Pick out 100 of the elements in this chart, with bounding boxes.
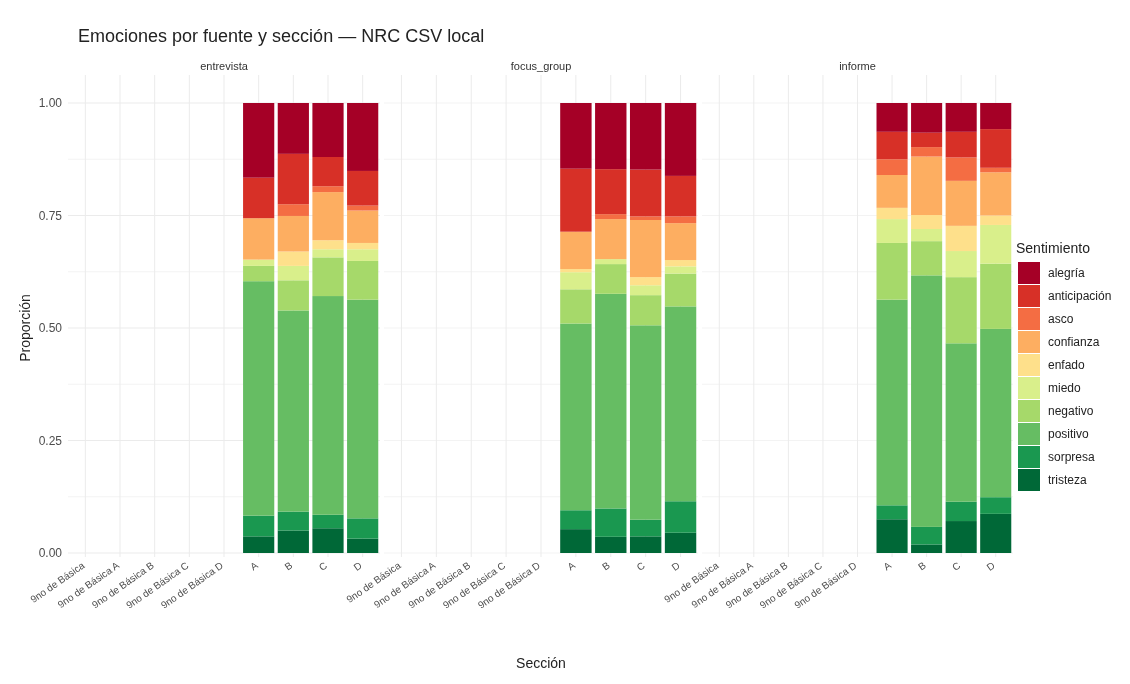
y-tick-label: 1.00 bbox=[38, 96, 63, 111]
bar bbox=[980, 129, 1012, 168]
bar bbox=[560, 231, 592, 270]
bar bbox=[595, 259, 627, 265]
bar bbox=[664, 175, 697, 217]
bar bbox=[277, 215, 309, 252]
bar bbox=[277, 530, 309, 553]
bar bbox=[347, 242, 379, 250]
bar bbox=[980, 328, 1012, 498]
bar bbox=[347, 260, 379, 300]
bar bbox=[595, 293, 627, 509]
bar bbox=[664, 223, 697, 261]
x-tick-label: C bbox=[316, 559, 330, 573]
bar bbox=[876, 505, 908, 520]
x-tick-label: D bbox=[984, 559, 997, 573]
x-tick-label: A bbox=[565, 559, 578, 573]
bar bbox=[347, 210, 379, 243]
x-tick-label: A bbox=[248, 559, 261, 573]
bar bbox=[595, 264, 627, 294]
bar bbox=[312, 103, 344, 157]
legend-title: Sentimiento bbox=[1016, 240, 1091, 256]
bar bbox=[664, 273, 697, 307]
chart-title: Emociones por fuente y sección — NRC CSV local bbox=[78, 26, 485, 46]
bar bbox=[595, 103, 627, 170]
legend-label: asco bbox=[1048, 312, 1074, 327]
bar bbox=[347, 299, 379, 519]
bar bbox=[629, 216, 662, 220]
legend-label: negativo bbox=[1048, 404, 1094, 419]
bar bbox=[911, 103, 943, 133]
bar bbox=[312, 528, 344, 553]
bar bbox=[347, 205, 379, 211]
bar bbox=[664, 103, 697, 176]
x-axis-title: Sección bbox=[516, 655, 566, 671]
bar bbox=[911, 132, 943, 148]
x-tick-label: B bbox=[282, 559, 295, 573]
bar bbox=[945, 157, 977, 181]
x-tick-label: C bbox=[950, 559, 963, 573]
bar bbox=[560, 289, 592, 324]
bar bbox=[876, 299, 908, 506]
y-tick-label: 0.75 bbox=[38, 208, 63, 223]
bar bbox=[911, 215, 943, 229]
bar bbox=[980, 224, 1012, 264]
bar bbox=[876, 175, 908, 208]
bar bbox=[876, 159, 908, 175]
bar bbox=[876, 519, 908, 553]
bar bbox=[560, 269, 592, 273]
bar bbox=[595, 219, 627, 260]
bar bbox=[945, 521, 977, 553]
bar bbox=[911, 275, 943, 527]
bar bbox=[347, 170, 379, 206]
bar bbox=[876, 103, 908, 132]
bar bbox=[243, 265, 275, 282]
x-tick-label: D bbox=[669, 559, 682, 573]
bar bbox=[243, 177, 275, 219]
bar bbox=[945, 103, 977, 132]
x-tick-label: B bbox=[915, 559, 929, 573]
bar bbox=[595, 536, 627, 553]
bar bbox=[243, 515, 275, 537]
bar bbox=[629, 220, 662, 278]
legend-label: miedo bbox=[1048, 381, 1082, 396]
bar bbox=[629, 325, 662, 520]
bar bbox=[595, 214, 627, 220]
bar bbox=[945, 251, 977, 278]
bar bbox=[243, 536, 275, 553]
bar bbox=[876, 219, 908, 243]
bar bbox=[911, 526, 943, 545]
bar bbox=[560, 510, 592, 530]
bar bbox=[347, 538, 379, 553]
bar bbox=[980, 103, 1012, 130]
bar bbox=[243, 103, 275, 178]
legend-label: anticipación bbox=[1048, 289, 1112, 304]
bar bbox=[560, 168, 592, 232]
bar bbox=[911, 544, 943, 553]
bar bbox=[347, 249, 379, 261]
bar bbox=[277, 204, 309, 216]
legend-label: positivo bbox=[1048, 427, 1090, 442]
bar bbox=[876, 131, 908, 160]
bar bbox=[945, 225, 977, 252]
bar bbox=[664, 532, 697, 553]
bar bbox=[629, 519, 662, 537]
bar bbox=[980, 172, 1012, 216]
bar bbox=[243, 218, 275, 260]
bar bbox=[980, 263, 1012, 329]
bar bbox=[277, 103, 309, 154]
bar bbox=[945, 501, 977, 522]
bar bbox=[945, 180, 977, 226]
bar bbox=[277, 265, 309, 281]
bar bbox=[560, 103, 592, 169]
bar bbox=[277, 310, 309, 512]
bar bbox=[911, 156, 943, 216]
bar bbox=[629, 285, 662, 296]
x-tick-label: B bbox=[600, 559, 613, 573]
bar bbox=[664, 266, 697, 274]
bar bbox=[629, 169, 662, 217]
bar bbox=[629, 103, 662, 170]
bar bbox=[945, 343, 977, 502]
bar bbox=[629, 536, 662, 553]
bar bbox=[312, 249, 344, 258]
legend-label: alegría bbox=[1048, 266, 1086, 281]
x-tick-label: D bbox=[351, 559, 364, 573]
